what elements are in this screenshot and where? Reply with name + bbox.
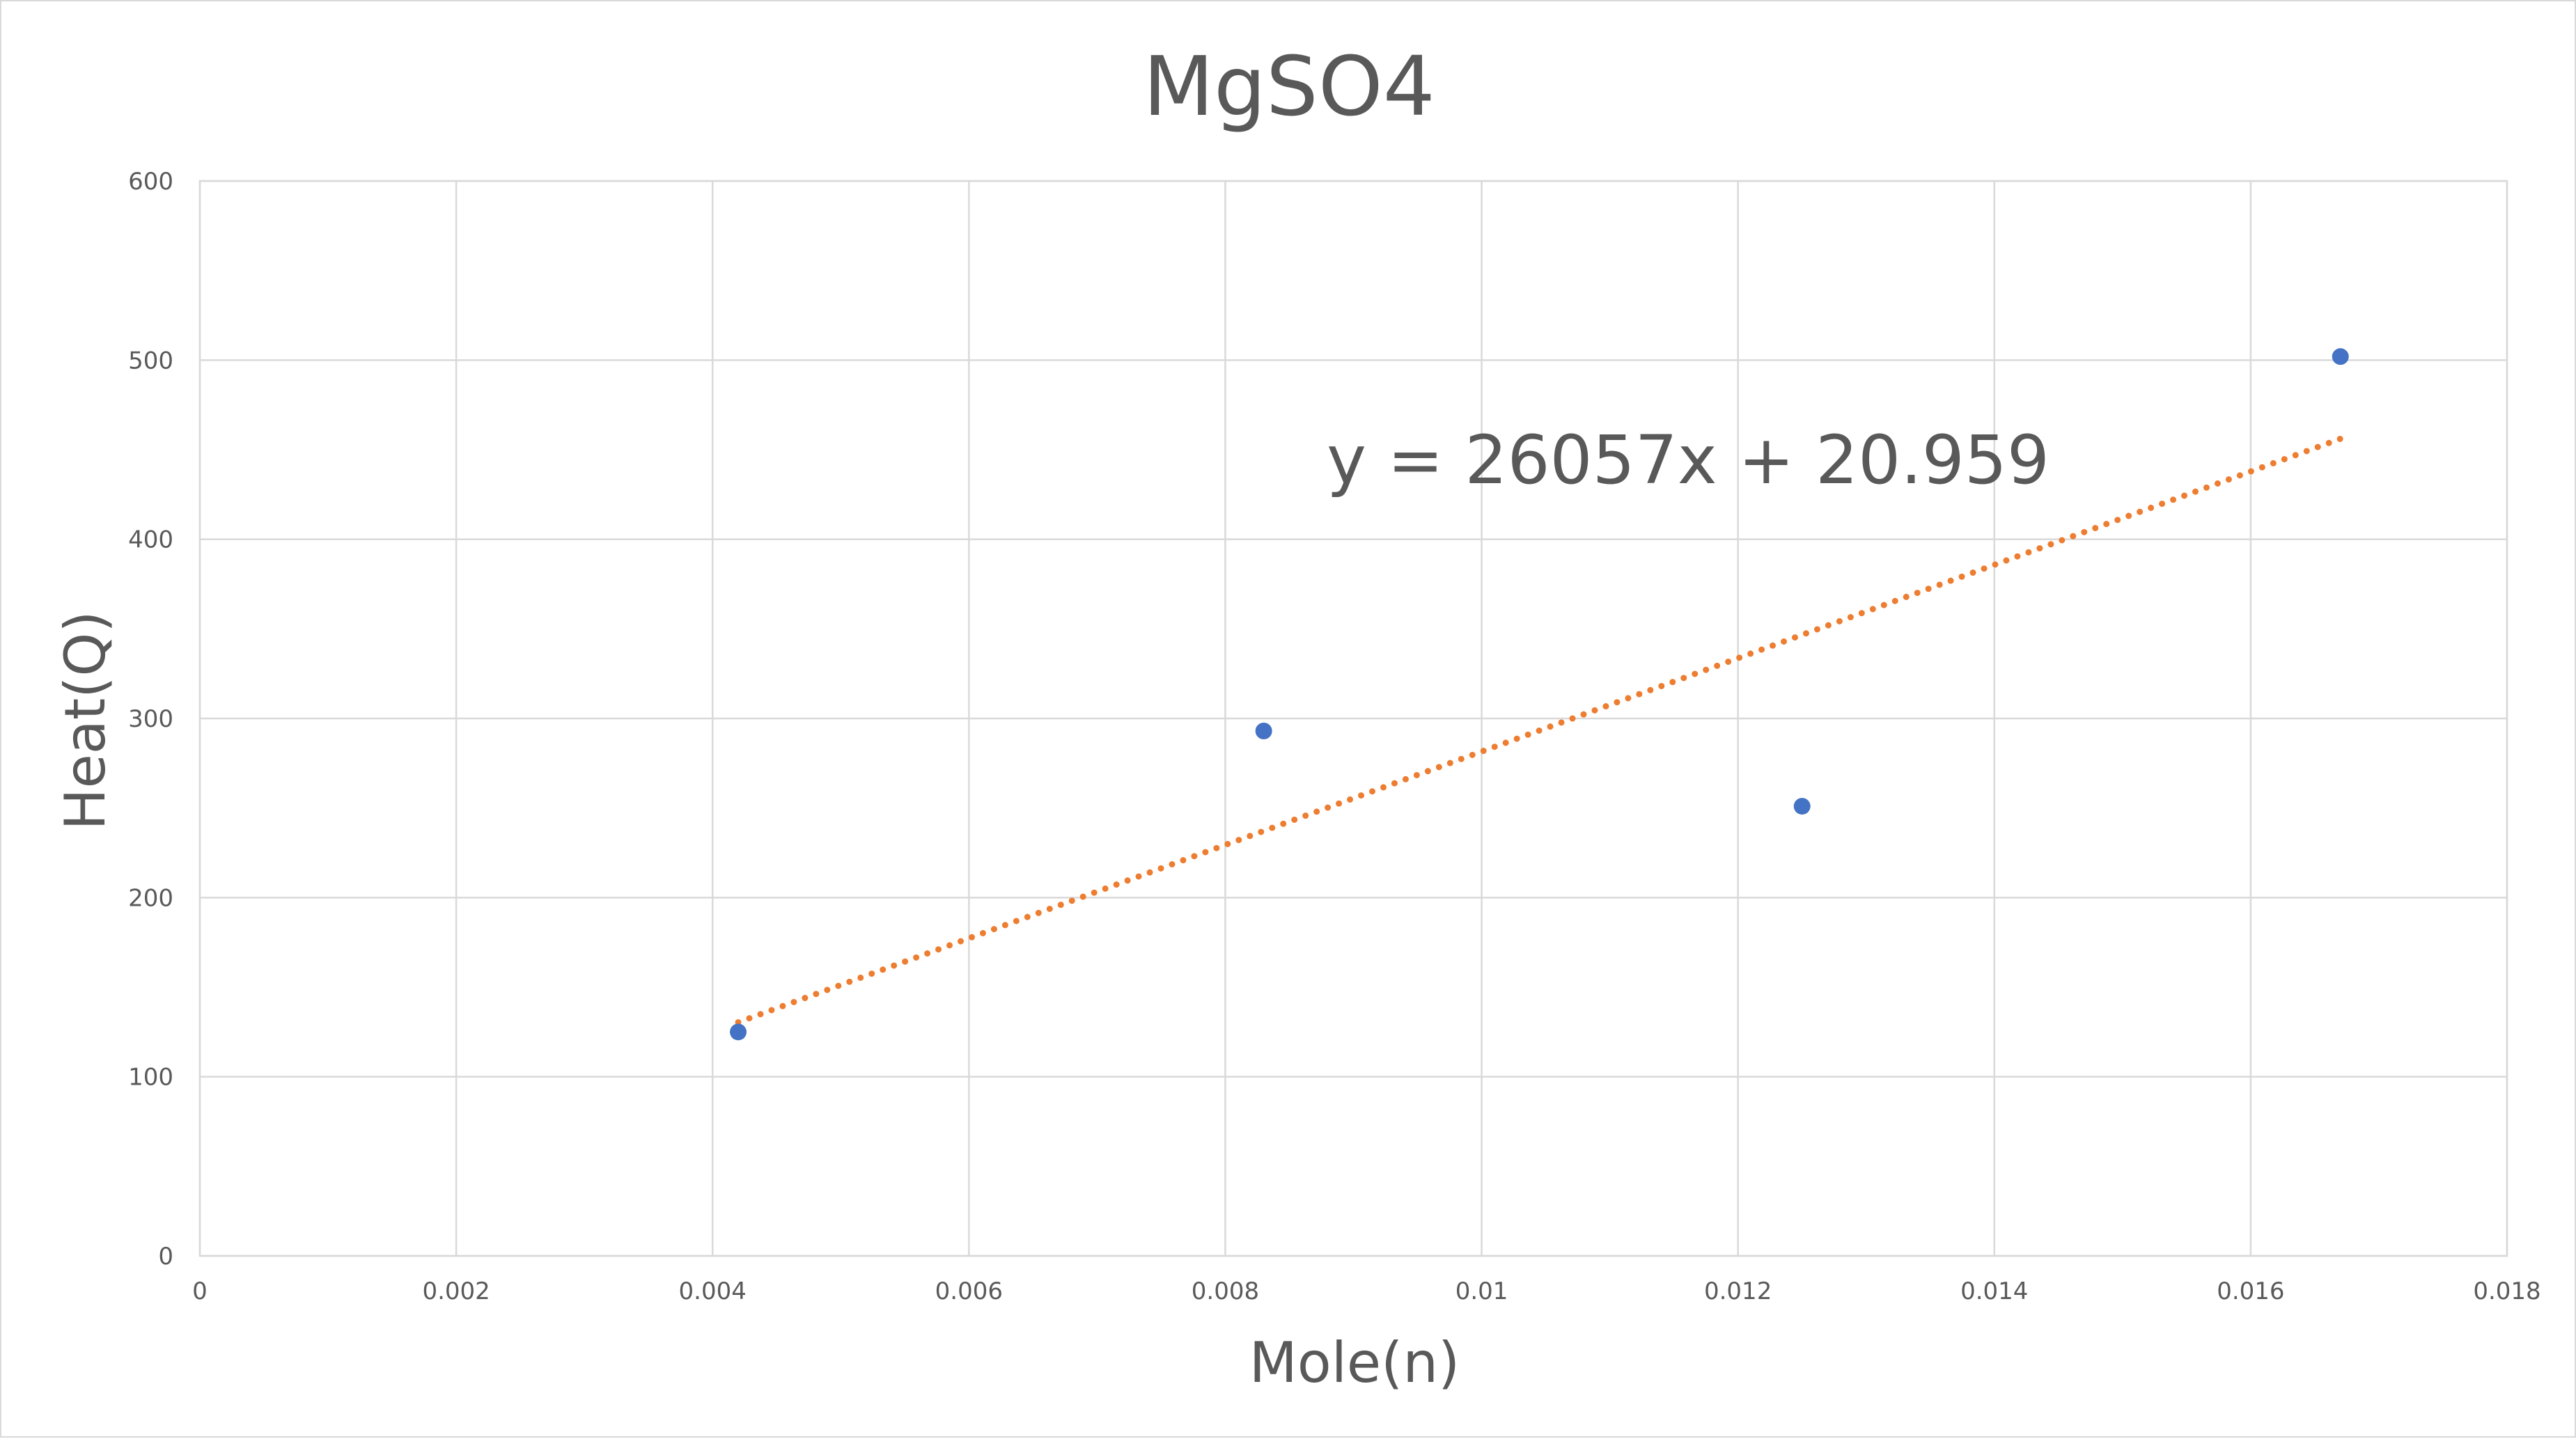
x-tick-label-4: 0.008 xyxy=(1192,1277,1259,1305)
x-tick-label-2: 0.004 xyxy=(679,1277,747,1305)
y-tick-label-6: 600 xyxy=(128,168,173,196)
trendline xyxy=(735,435,2344,1025)
data-points xyxy=(730,348,2349,1041)
x-tick-labels: 0 0.002 0.004 0.006 0.008 0.01 0.012 0.014 0.016… xyxy=(192,1277,2540,1305)
y-tick-label-4: 400 xyxy=(128,526,173,554)
y-tick-label-0: 0 xyxy=(158,1243,173,1271)
y-axis-title: Heat(Q) xyxy=(53,611,118,830)
data-point-0-2 xyxy=(1793,798,1811,815)
chart-title: MgSO4 xyxy=(1143,38,1435,134)
data-point-0-3 xyxy=(2332,348,2349,365)
data-point-0-1 xyxy=(1255,723,1272,740)
y-tick-labels: 0 100 200 300 400 500 600 xyxy=(128,168,173,1271)
trendline-equation: y = 26057x + 20.959 xyxy=(1327,421,2050,499)
y-tick-label-3: 300 xyxy=(128,705,173,733)
x-axis-title: Mole(n) xyxy=(1249,1330,1460,1395)
x-tick-label-1: 0.002 xyxy=(422,1277,490,1305)
plot-area-border xyxy=(198,180,2508,1257)
x-tick-label-3: 0.006 xyxy=(935,1277,1003,1305)
data-point-0-0 xyxy=(730,1023,747,1041)
trendline-group xyxy=(735,435,2344,1025)
grid-lines xyxy=(198,180,2508,1257)
y-tick-label-5: 500 xyxy=(128,347,173,375)
y-tick-label-2: 200 xyxy=(128,884,173,912)
y-tick-label-1: 100 xyxy=(128,1064,173,1092)
x-tick-label-9: 0.018 xyxy=(2473,1277,2540,1305)
x-tick-label-5: 0.01 xyxy=(1455,1277,1508,1305)
x-tick-label-8: 0.016 xyxy=(2217,1277,2284,1305)
x-tick-label-6: 0.012 xyxy=(1704,1277,1772,1305)
x-tick-label-7: 0.014 xyxy=(1960,1277,2028,1305)
x-tick-label-0: 0 xyxy=(192,1277,208,1305)
